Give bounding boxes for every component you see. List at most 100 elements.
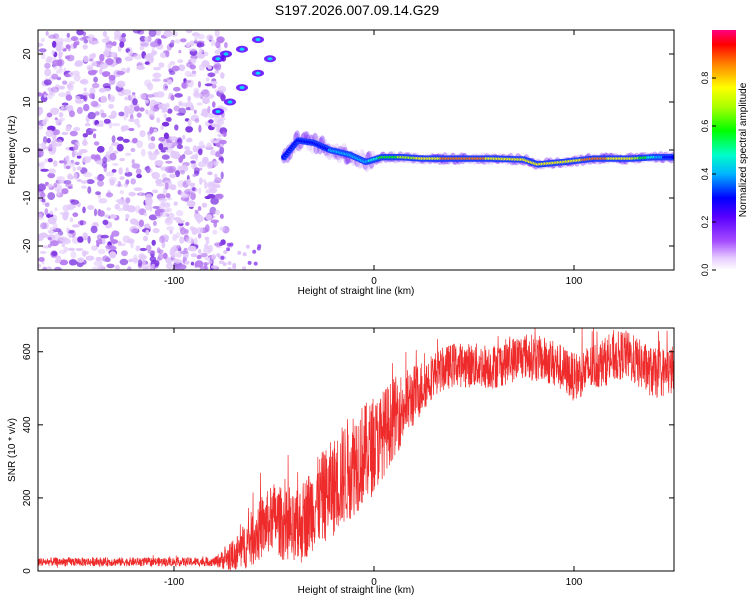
spectrogram-noise-cell — [45, 129, 54, 137]
spectrogram-noise-cell — [175, 232, 181, 239]
spectrogram-noise-cell — [51, 73, 59, 80]
spectrogram-noise-cell — [111, 123, 121, 127]
spectrogram-noise-cell — [91, 82, 100, 89]
spectrogram-noise-cell — [41, 198, 46, 203]
spectrogram-noise-cell — [194, 260, 204, 268]
spectrogram-noise-cell — [193, 237, 198, 245]
colorbar-tick-label: 0.4 — [700, 168, 710, 181]
spectrogram-noise-cell — [188, 48, 198, 52]
spectrogram-noise-cell — [202, 89, 210, 98]
spectrogram-noise-cell — [176, 210, 184, 217]
spectrogram-noise-cell — [162, 147, 169, 151]
spectrogram-noise-cell — [66, 32, 71, 38]
spectrogram-noise-cell — [117, 200, 127, 205]
spectrogram-noise-cell — [113, 35, 122, 41]
spectrogram-noise-cell — [61, 102, 69, 106]
spectrogram-noise-cell — [145, 94, 155, 98]
spectrogram-noise-cell — [152, 227, 160, 234]
spectrogram-noise-cell — [103, 87, 111, 92]
spectrogram-track-core — [670, 155, 674, 159]
spectrogram-noise-cell — [131, 228, 139, 234]
spectrogram-noise-cell — [152, 189, 159, 194]
spectrogram-noise-cell — [90, 54, 96, 59]
spectrogram-noise-cell — [190, 104, 195, 111]
spectrogram-noise-cell — [132, 98, 138, 106]
spectrogram-noise-cell — [76, 30, 84, 36]
spectrogram-noise-cell — [252, 249, 257, 254]
spectrogram-noise-cell — [80, 78, 89, 85]
spectrogram-noise-cell — [61, 188, 69, 195]
spectrogram-noise-cell — [149, 126, 154, 135]
spectrogram-noise-cell — [165, 50, 170, 58]
spectrogram-noise-cell — [38, 183, 46, 191]
colorbar-tick-label: 0.0 — [700, 264, 710, 277]
spectrogram-noise-cell — [79, 220, 84, 226]
spectrogram-ytick-label: -10 — [22, 190, 33, 205]
spectrogram-noise-cell — [153, 220, 157, 227]
spectrogram-noise-cell — [158, 198, 168, 202]
spectrogram-noise-cell — [185, 30, 193, 34]
spectrogram-noise-cell — [153, 150, 160, 156]
spectrogram-noise-cell — [100, 95, 108, 104]
spectrogram-noise-cell — [151, 263, 155, 267]
spectrogram-noise-cell — [172, 266, 180, 270]
spectrogram-noise-cell — [191, 187, 196, 192]
spectrogram-noise-cell — [63, 37, 73, 43]
spectrogram-noise-cell — [63, 211, 70, 217]
spectrogram-noise-cell — [89, 58, 94, 62]
spectrogram-noise-cell — [82, 250, 87, 257]
spectrogram-noise-cell — [68, 80, 76, 85]
spectrogram-noise-cell — [108, 103, 114, 109]
spectrogram-noise-cell — [192, 145, 198, 153]
spectrogram-noise-cell — [159, 211, 169, 218]
spectrogram-noise-cell — [56, 176, 65, 182]
spectrogram-noise-cell — [204, 257, 212, 261]
spectrogram-noise-cell — [101, 38, 110, 44]
snr-xlabel: Height of straight line (km) — [298, 585, 415, 596]
spectrogram-noise-cell — [38, 147, 43, 155]
spectrogram-noise-cell — [125, 167, 129, 173]
spectrogram-noise-cell — [49, 210, 54, 215]
spectrogram-noise-cell — [198, 124, 202, 133]
spectrogram-noise-cell — [81, 185, 87, 189]
spectrogram-noise-cell — [201, 144, 206, 149]
spectrogram-noise-cell — [179, 236, 185, 244]
spectrogram-noise-cell — [52, 40, 57, 48]
spectrogram-noise-cell — [193, 167, 200, 175]
spectrogram-noise-cell — [180, 170, 185, 175]
spectrogram-noise-cell — [175, 251, 182, 258]
spectrogram-noise-cell — [144, 197, 153, 206]
spectrogram-noise-cell — [91, 266, 101, 270]
spectrogram-noise-cell — [39, 161, 46, 166]
spectrogram-noise-cell — [197, 81, 202, 88]
spectrogram-noise-cell — [116, 80, 126, 88]
spectrogram-noise-cell — [185, 146, 191, 152]
spectrogram-noise-cell — [213, 173, 218, 179]
spectrogram-noise-cell — [210, 197, 219, 205]
spectrogram-noise-cell — [127, 108, 135, 115]
spectrogram-noise-cell — [54, 233, 61, 241]
spectrogram-noise-cell — [152, 206, 161, 209]
snr-xtick-label: -100 — [164, 577, 184, 588]
spectrogram-noise-cell — [75, 247, 84, 252]
spectrogram-noise-cell — [124, 152, 132, 156]
spectrogram-noise-cell — [127, 238, 135, 244]
spectrogram-noise-cell — [85, 251, 89, 255]
spectrogram-noise-cell — [146, 82, 154, 91]
spectrogram-noise-cell — [70, 36, 78, 42]
spectrogram-noise-cell — [54, 117, 58, 121]
spectrogram-noise-cell — [38, 257, 45, 262]
spectrogram-noise-cell — [58, 92, 67, 97]
spectrogram-noise-cell — [76, 106, 83, 115]
spectrogram-noise-cell — [222, 131, 227, 137]
spectrogram-noise-cell — [78, 149, 88, 154]
spectrogram-noise-cell — [148, 142, 156, 150]
spectrogram-noise-cell — [73, 73, 81, 82]
spectrogram-noise-cell — [119, 41, 125, 48]
spectrogram-noise-cell — [166, 207, 172, 213]
spectrogram-noise-cell — [179, 227, 187, 235]
spectrogram-noise-cell — [156, 247, 161, 254]
spectrogram-noise-cell — [93, 141, 100, 146]
spectrogram-noise-cell — [126, 69, 130, 73]
spectrogram-noise-cell — [146, 244, 152, 252]
